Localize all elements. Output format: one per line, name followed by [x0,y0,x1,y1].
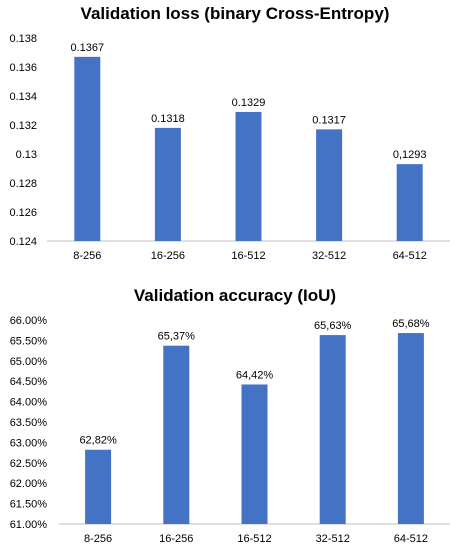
loss-data-label: 0,1293 [393,149,427,161]
accuracy-y-tick-label: 63.00% [10,437,48,449]
accuracy-y-tick-label: 65.50% [10,335,48,347]
loss-bar [316,129,343,241]
loss-bar [154,127,181,241]
accuracy-data-label: 65,63% [314,320,352,332]
loss-x-tick-label: 8-256 [73,250,101,262]
accuracy-data-label: 65,68% [392,318,430,330]
accuracy-y-tick-label: 63.50% [10,417,48,429]
accuracy-bar [397,333,424,524]
loss-x-tick-label: 16-256 [151,250,185,262]
accuracy-y-tick-label: 65.00% [10,356,48,368]
loss-chart-title: Validation loss (binary Cross-Entropy) [81,4,390,23]
loss-bar [235,111,262,241]
accuracy-x-tick-label: 32-512 [316,533,350,545]
accuracy-bar [241,384,268,524]
loss-x-tick-label: 16-512 [231,250,265,262]
accuracy-bar [163,345,190,524]
accuracy-data-label: 65,37% [158,331,196,343]
loss-bar [396,164,423,241]
accuracy-x-tick-label: 8-256 [84,533,112,545]
accuracy-x-tick-label: 16-512 [237,533,271,545]
loss-y-tick-label: 0.134 [9,91,37,103]
loss-chart: Validation loss (binary Cross-Entropy) 0… [9,4,450,262]
accuracy-chart-title: Validation accuracy (IoU) [134,286,336,305]
loss-data-label: 0.1318 [151,113,185,125]
loss-bar [74,56,101,241]
loss-x-tick-label: 32-512 [312,250,346,262]
accuracy-y-tick-label: 62.00% [10,478,48,490]
loss-y-tick-label: 0.128 [9,178,37,190]
accuracy-y-tick-label: 61.50% [10,499,48,511]
accuracy-x-tick-label: 64-512 [394,533,428,545]
accuracy-chart: Validation accuracy (IoU) 61.00% 61.50% 62… [10,286,450,545]
accuracy-bar [319,335,346,524]
loss-data-label: 0.1329 [232,97,266,109]
loss-x-tick-label: 64-512 [393,250,427,262]
accuracy-y-tick-label: 62.50% [10,458,48,470]
accuracy-y-tick-label: 66.00% [10,315,48,327]
accuracy-y-tick-label: 64.50% [10,376,48,388]
loss-y-tick-label: 0.126 [9,207,37,219]
accuracy-data-label: 62,82% [79,435,117,447]
accuracy-data-label: 64,42% [236,369,274,381]
loss-data-label: 0.1367 [70,42,104,54]
loss-y-tick-label: 0.13 [16,149,37,161]
loss-y-tick-label: 0.138 [9,33,37,45]
loss-y-tick-label: 0.136 [9,62,37,74]
accuracy-x-tick-label: 16-256 [159,533,193,545]
accuracy-bar [85,449,112,524]
loss-data-label: 0.1317 [312,114,346,126]
accuracy-y-tick-label: 61.00% [10,519,48,531]
accuracy-y-tick-label: 64.00% [10,397,48,409]
loss-y-tick-label: 0.124 [9,236,37,248]
loss-y-tick-label: 0.132 [9,120,37,132]
